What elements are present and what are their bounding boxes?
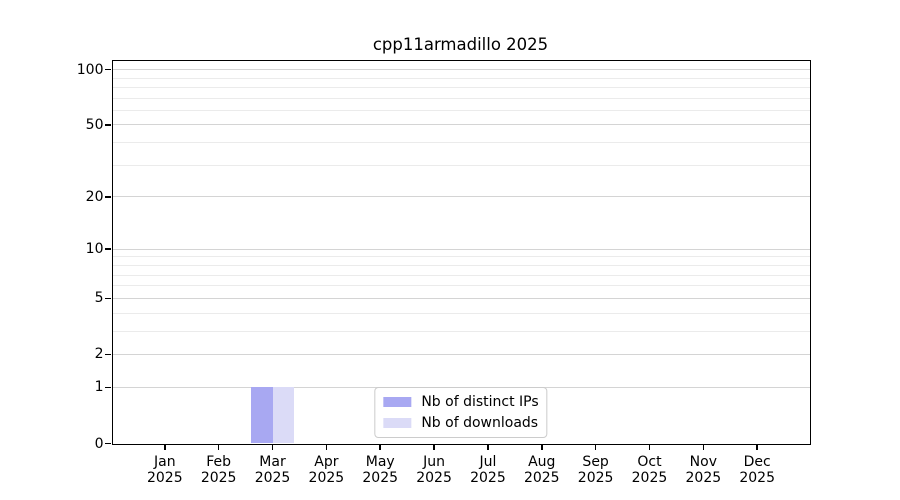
x-tick-month: Jan: [154, 453, 176, 470]
major-gridline-5: [112, 297, 810, 299]
x-tick-year: 2025: [362, 469, 399, 486]
bar-nb-of-distinct-ips-2: [250, 387, 273, 444]
y-tick-label-0: 0: [94, 435, 104, 452]
major-gridline-20: [112, 196, 810, 198]
x-tick-year: 2025: [577, 469, 614, 486]
x-tick-month: Aug: [528, 453, 556, 470]
x-tick-month: Nov: [689, 453, 717, 470]
y-tick-mark-10: [104, 248, 111, 250]
x-tick-label-0: Jan 2025: [147, 454, 183, 486]
x-tick-label-9: Oct 2025: [632, 454, 668, 486]
y-tick-mark-20: [104, 196, 111, 198]
x-tick-mark-6: [487, 445, 489, 450]
major-gridline-50: [112, 124, 810, 126]
x-tick-mark-9: [648, 445, 651, 450]
x-tick-year: 2025: [254, 469, 291, 486]
x-tick-year: 2025: [739, 469, 775, 486]
bars-layer: [113, 61, 810, 444]
x-tick-month: Sep: [582, 453, 609, 470]
y-tick-mark-100: [104, 68, 111, 71]
legend-item-0: Nb of distinct IPs: [383, 392, 539, 412]
x-tick-year: 2025: [685, 469, 722, 486]
y-tick-mark-1: [104, 386, 111, 389]
x-tick-label-8: Sep 2025: [578, 454, 614, 486]
y-tick-mark-0: [104, 442, 111, 445]
minor-gridline-3: [112, 330, 810, 332]
x-tick-month: Oct: [637, 453, 662, 470]
legend-label-0: Nb of distinct IPs: [421, 393, 539, 410]
x-tick-label-11: Dec 2025: [739, 454, 775, 486]
legend-label-1: Nb of downloads: [421, 414, 539, 431]
x-tick-label-2: Mar 2025: [255, 454, 291, 486]
ticks-layer: 0 1 2 5 10 20 50 100 Jan 2025 Feb 2025 Mar 2025 Apr 202…: [77, 61, 810, 486]
y-tick-mark-50: [104, 124, 111, 126]
minor-gridline-6: [112, 285, 810, 287]
x-tick-year: 2025: [470, 469, 506, 486]
x-tick-label-1: Feb 2025: [201, 454, 237, 486]
y-tick-label-20: 20: [85, 188, 104, 205]
legend-swatch-0: [383, 396, 412, 407]
minor-gridline-9: [112, 256, 810, 258]
x-tick-month: Jul: [479, 453, 497, 470]
x-tick-mark-8: [594, 445, 597, 450]
x-tick-year: 2025: [308, 469, 345, 486]
x-tick-year: 2025: [146, 469, 183, 486]
x-tick-mark-7: [541, 445, 543, 450]
x-tick-mark-0: [164, 445, 166, 450]
minor-gridline-90: [112, 77, 810, 79]
x-tick-label-6: Jul 2025: [470, 454, 506, 486]
minor-gridline-30: [112, 164, 810, 166]
x-tick-label-3: Apr 2025: [309, 454, 345, 486]
x-tick-mark-11: [756, 445, 758, 450]
y-tick-label-5: 5: [94, 290, 104, 307]
minor-gridline-7: [112, 274, 810, 276]
minor-gridline-80: [112, 86, 810, 88]
legend-item-1: Nb of downloads: [383, 413, 538, 433]
x-tick-month: Apr: [314, 453, 339, 470]
x-tick-month: Dec: [743, 453, 771, 470]
x-tick-mark-3: [325, 445, 328, 450]
major-gridline-100: [112, 69, 810, 71]
x-tick-mark-10: [702, 445, 705, 450]
x-tick-year: 2025: [416, 469, 452, 486]
x-tick-label-7: Aug 2025: [524, 454, 560, 486]
y-tick-mark-2: [104, 353, 111, 356]
x-tick-mark-2: [271, 445, 274, 450]
chart-title: cpp11armadillo 2025: [372, 35, 549, 54]
y-tick-label-10: 10: [85, 241, 104, 258]
minor-gridline-4: [112, 312, 810, 314]
y-tick-label-2: 2: [94, 346, 104, 363]
x-tick-mark-5: [433, 445, 435, 450]
y-tick-label-50: 50: [85, 116, 104, 133]
x-tick-label-5: Jun 2025: [416, 454, 452, 486]
x-tick-label-10: Nov 2025: [686, 454, 722, 486]
x-tick-year: 2025: [523, 469, 560, 486]
legend-swatch-1: [383, 417, 412, 428]
y-tick-label-1: 1: [94, 379, 104, 396]
x-tick-month: Jun: [423, 453, 445, 470]
x-tick-year: 2025: [631, 469, 668, 486]
minor-gridline-8: [112, 264, 810, 266]
minor-gridline-40: [112, 142, 810, 144]
x-tick-label-4: May 2025: [362, 454, 398, 486]
x-tick-month: Mar: [259, 453, 286, 470]
legend: Nb of distinct IPs Nb of downloads: [374, 386, 548, 438]
minor-gridline-60: [112, 109, 810, 111]
bar-nb-of-downloads-2: [272, 387, 295, 444]
x-tick-month: Feb: [206, 453, 232, 470]
minor-gridline-70: [112, 97, 810, 99]
x-tick-mark-1: [217, 445, 220, 450]
major-gridline-2: [112, 353, 810, 355]
x-tick-month: May: [365, 453, 395, 470]
y-tick-label-100: 100: [76, 61, 104, 78]
y-tick-mark-5: [104, 297, 111, 300]
major-gridline-10: [112, 248, 810, 250]
plot-area: 0 1 2 5 10 20 50 100 Jan 2025 Feb 2025 Mar 2025 Apr 202…: [77, 59, 811, 486]
x-tick-year: 2025: [200, 469, 237, 486]
x-tick-mark-4: [379, 445, 381, 450]
